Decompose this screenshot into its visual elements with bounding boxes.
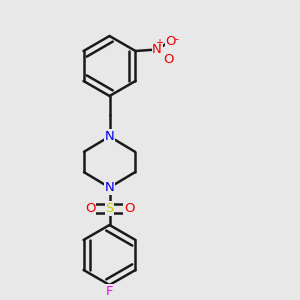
Text: O: O: [85, 202, 95, 215]
Text: N: N: [105, 181, 114, 194]
Text: -: -: [174, 34, 178, 44]
Text: F: F: [106, 285, 113, 298]
Text: +: +: [155, 38, 164, 48]
Text: N: N: [105, 130, 114, 143]
Text: S: S: [105, 202, 114, 215]
Text: N: N: [152, 43, 162, 56]
Text: O: O: [165, 34, 176, 48]
Text: O: O: [124, 202, 134, 215]
Text: O: O: [163, 52, 174, 66]
